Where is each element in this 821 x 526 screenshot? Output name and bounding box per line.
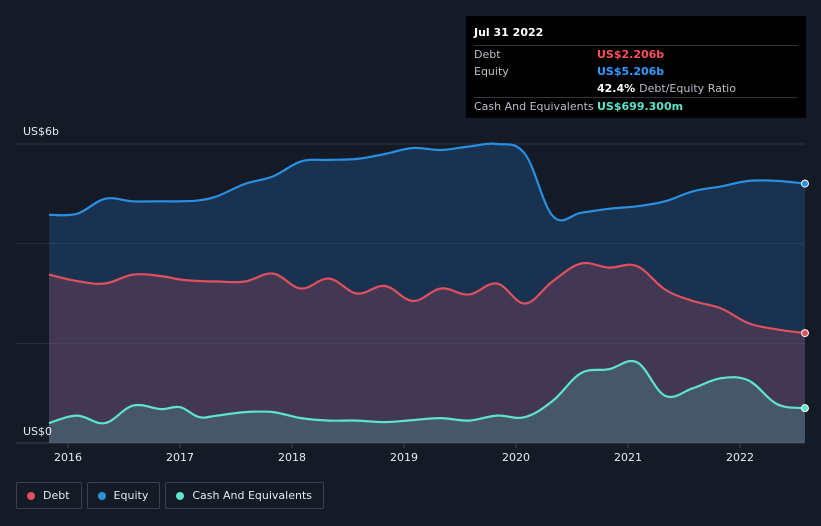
tooltip-equity-value: US$5.206b <box>597 65 665 78</box>
equity-dot-icon <box>97 491 106 500</box>
line-debt <box>48 261 806 335</box>
line-cash-and-equivalents <box>48 359 806 425</box>
tooltip-row-debt: Debt US$2.206b <box>474 45 798 63</box>
legend-item-cash[interactable]: Cash And Equivalents <box>165 482 324 509</box>
legend-cash-label: Cash And Equivalents <box>192 489 312 502</box>
tooltip-date: Jul 31 2022 <box>474 26 544 39</box>
tooltip-debt-label: Debt <box>474 48 501 61</box>
y-axis-bottom-label: US$0 <box>23 425 52 438</box>
y-axis-top-label: US$6b <box>23 125 59 138</box>
area-cash-and-equivalents <box>49 360 805 443</box>
tooltip-panel: Jul 31 2022 Debt US$2.206b Equity US$5.2… <box>466 16 806 118</box>
tooltip-cash-label: Cash And Equivalents <box>474 100 594 113</box>
marker-layer <box>800 179 809 413</box>
grid-layer <box>16 143 804 444</box>
endpoint-debt <box>800 329 809 338</box>
cash-dot-icon <box>176 491 185 500</box>
line-equity <box>48 142 806 222</box>
tooltip-ratio-value: 42.4% <box>597 82 636 95</box>
x-tick-label-2021: 2021 <box>614 451 642 464</box>
area-layer <box>49 143 805 444</box>
x-tick-label-2022: 2022 <box>726 451 754 464</box>
x-tick-label-2020: 2020 <box>502 451 530 464</box>
x-tick-label-2016: 2016 <box>54 451 82 464</box>
tooltip-row-cash: Cash And Equivalents US$699.300m <box>474 97 798 115</box>
area-debt <box>49 263 805 443</box>
chart-legend: Debt Equity Cash And Equivalents <box>16 482 324 509</box>
endpoint-cash-and-equivalents <box>800 404 809 413</box>
legend-equity-label: Equity <box>113 489 149 502</box>
x-axis-ticks: 2016 2017 2018 2019 2020 2021 2022 <box>54 443 754 464</box>
line-layer <box>48 142 806 425</box>
tooltip-ratio-label: Debt/Equity Ratio <box>639 82 736 95</box>
legend-debt-label: Debt <box>43 489 70 502</box>
tooltip-row-ratio: 42.4% Debt/Equity Ratio <box>474 80 798 97</box>
area-equity <box>49 143 805 444</box>
legend-item-debt[interactable]: Debt <box>16 482 82 509</box>
tooltip-debt-value: US$2.206b <box>597 48 665 61</box>
tooltip-row-equity: Equity US$5.206b <box>474 63 798 80</box>
debt-dot-icon <box>27 491 35 500</box>
x-tick-label-2018: 2018 <box>278 451 306 464</box>
x-tick-label-2017: 2017 <box>166 451 194 464</box>
endpoint-equity <box>800 179 809 188</box>
x-tick-label-2019: 2019 <box>390 451 418 464</box>
tooltip-equity-label: Equity <box>474 65 509 78</box>
legend-item-equity[interactable]: Equity <box>86 482 161 509</box>
tooltip-cash-value: US$699.300m <box>597 100 684 113</box>
